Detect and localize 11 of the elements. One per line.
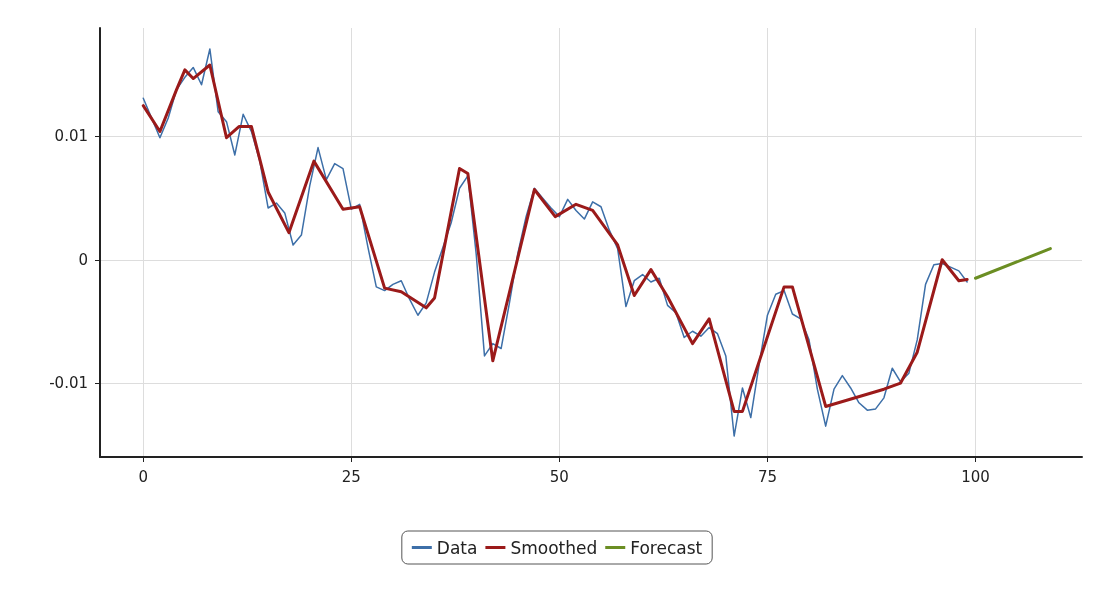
legend-label: Smoothed [510, 537, 598, 558]
x-tick-label: 25 [341, 467, 361, 486]
legend-label: Forecast [630, 537, 703, 558]
y-tick-label: 0.01 [54, 127, 88, 146]
x-tick-label: 75 [757, 467, 777, 486]
y-tick-label: 0 [78, 250, 88, 269]
y-tick-label: -0.01 [49, 374, 88, 393]
x-tick-label: 50 [549, 467, 569, 486]
x-tick-label: 0 [138, 467, 149, 486]
legend-label: Data [436, 537, 478, 558]
x-tick-label: 100 [961, 467, 990, 486]
